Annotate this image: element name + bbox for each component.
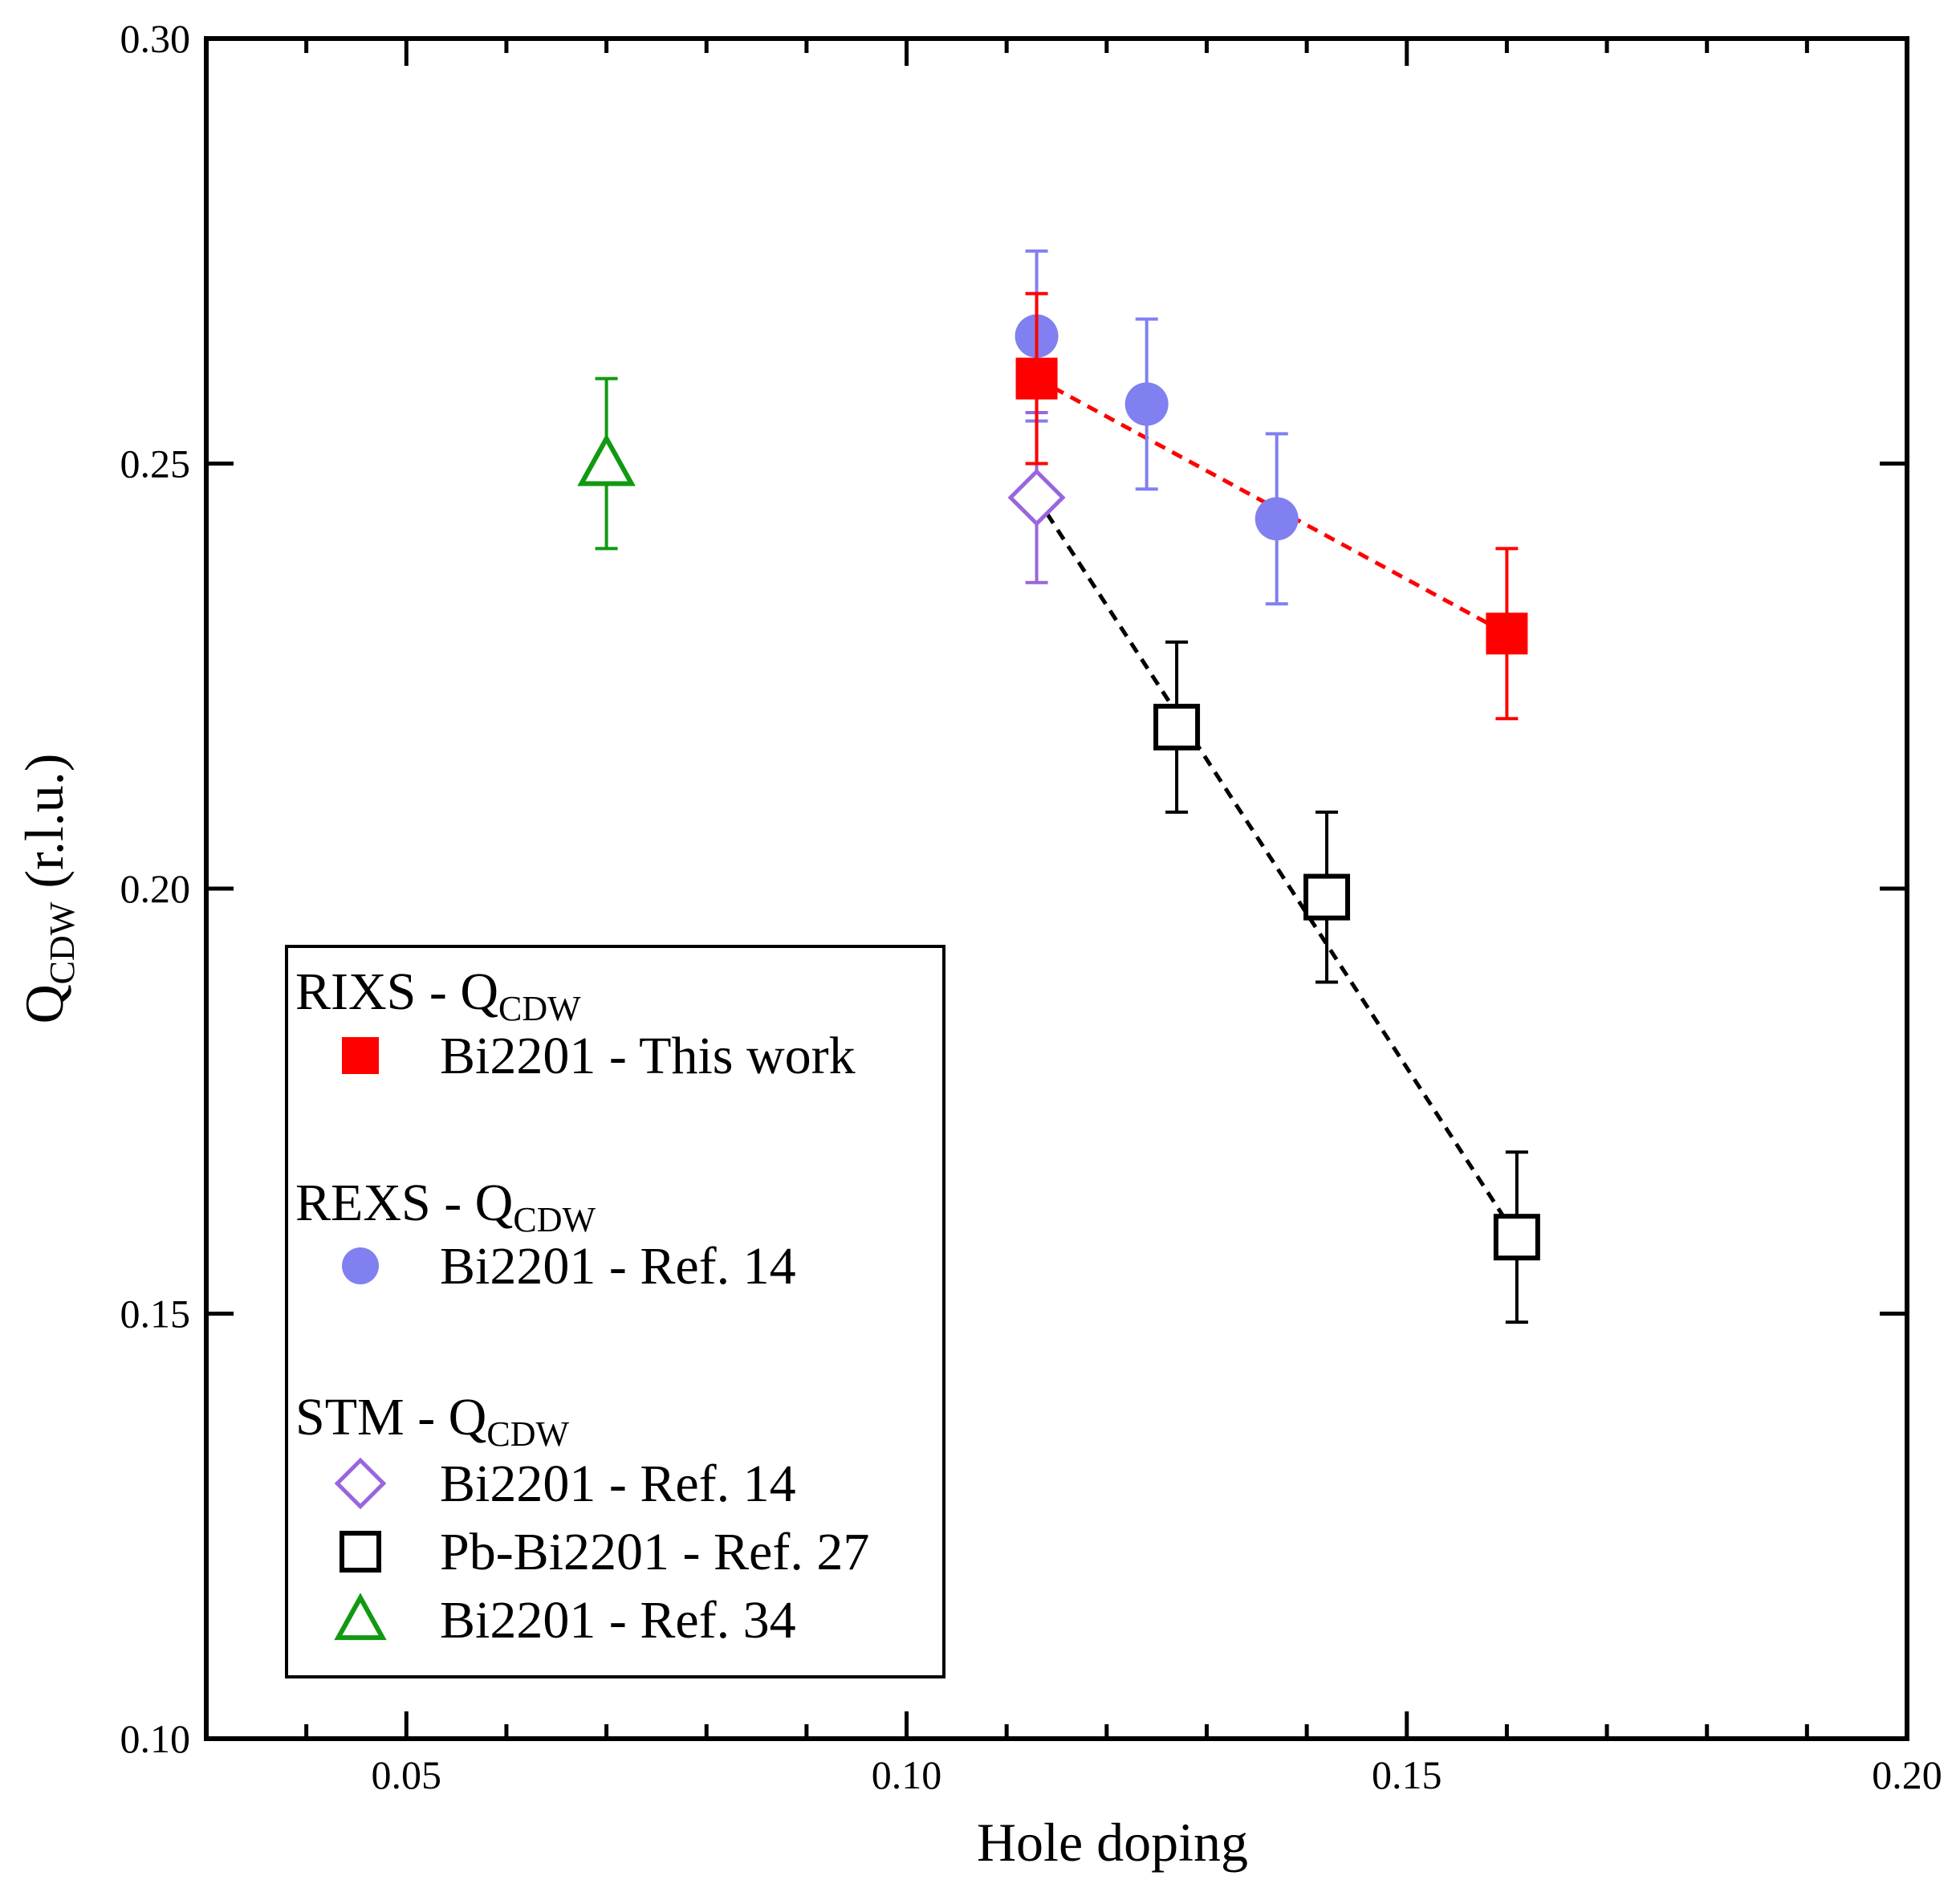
dashed-fit-line [1035, 376, 1508, 636]
legend-group-title: RIXS - QCDW [295, 962, 581, 1028]
y-tick-label: 0.25 [120, 441, 191, 486]
y-axis-title: QCDW (r.l.u.) [14, 754, 82, 1024]
legend-group-title: STM - QCDW [295, 1388, 569, 1454]
legend-entry-label: Bi2201 - Ref. 14 [440, 1237, 796, 1296]
y-tick-label: 0.15 [120, 1292, 191, 1337]
legend-group-title-sub: CDW [498, 989, 581, 1028]
legend-group-title-main: RIXS - Q [295, 962, 498, 1021]
filled-square-marker [1015, 357, 1058, 400]
series-filled-circle [1015, 249, 1299, 606]
open-diamond-marker [334, 1457, 387, 1510]
filled-circle-marker [342, 1247, 379, 1284]
legend-group-title-sub: CDW [513, 1200, 596, 1239]
legend-entry-label: Pb-Bi2201 - Ref. 27 [440, 1523, 869, 1581]
open-square-marker [340, 1531, 381, 1573]
legend-entry-label: Bi2201 - This work [440, 1027, 856, 1085]
open-triangle-marker [334, 1593, 387, 1641]
open-triangle-marker [577, 433, 636, 486]
y-tick-label: 0.30 [120, 16, 191, 61]
y-axis-title-rest: (r.l.u.) [14, 754, 75, 902]
y-axis-title-main: Q [14, 984, 75, 1023]
y-tick-label: 0.10 [120, 1716, 191, 1761]
axis-ticks [204, 36, 1909, 1741]
open-square-marker [1153, 703, 1201, 751]
open-diamond-marker [1007, 468, 1066, 527]
legend-group-title-main: STM - Q [295, 1388, 486, 1446]
open-square-marker [1303, 873, 1351, 921]
x-axis-title: Hole doping [977, 1812, 1248, 1873]
y-tick-label: 0.20 [120, 866, 191, 911]
series-filled-square [1015, 291, 1528, 721]
legend-entry-label: Bi2201 - Ref. 34 [440, 1591, 796, 1650]
series-open-triangle [577, 376, 636, 551]
x-tick-label: 0.15 [1372, 1752, 1442, 1797]
filled-circle-marker [1124, 382, 1169, 426]
x-tick-label: 0.10 [872, 1752, 942, 1797]
legend-group-title-sub: CDW [486, 1414, 569, 1454]
data-marks [577, 249, 1540, 1324]
legend-group-title-main: REXS - Q [295, 1174, 513, 1232]
y-axis-title-sub: CDW [43, 901, 82, 984]
x-tick-label: 0.05 [372, 1752, 442, 1797]
legend-box [285, 945, 945, 1678]
tick-labels: 0.05 0.10 0.15 0.20 0.10 0.15 0.20 0.25 0.30 [120, 16, 1942, 1797]
filled-square-marker [342, 1037, 379, 1074]
legend-entry-label: Bi2201 - Ref. 14 [440, 1455, 796, 1513]
filled-square-marker [1486, 612, 1528, 655]
series-open-square [1153, 640, 1540, 1324]
x-tick-label: 0.20 [1872, 1752, 1942, 1797]
legend-group-title: REXS - QCDW [295, 1174, 596, 1239]
open-square-marker [1493, 1214, 1540, 1261]
dashed-fit-line [1035, 496, 1519, 1239]
series-open-diamond [1007, 410, 1066, 584]
dashed-fit-lines [1035, 376, 1519, 1239]
filled-circle-marker [1254, 497, 1299, 541]
